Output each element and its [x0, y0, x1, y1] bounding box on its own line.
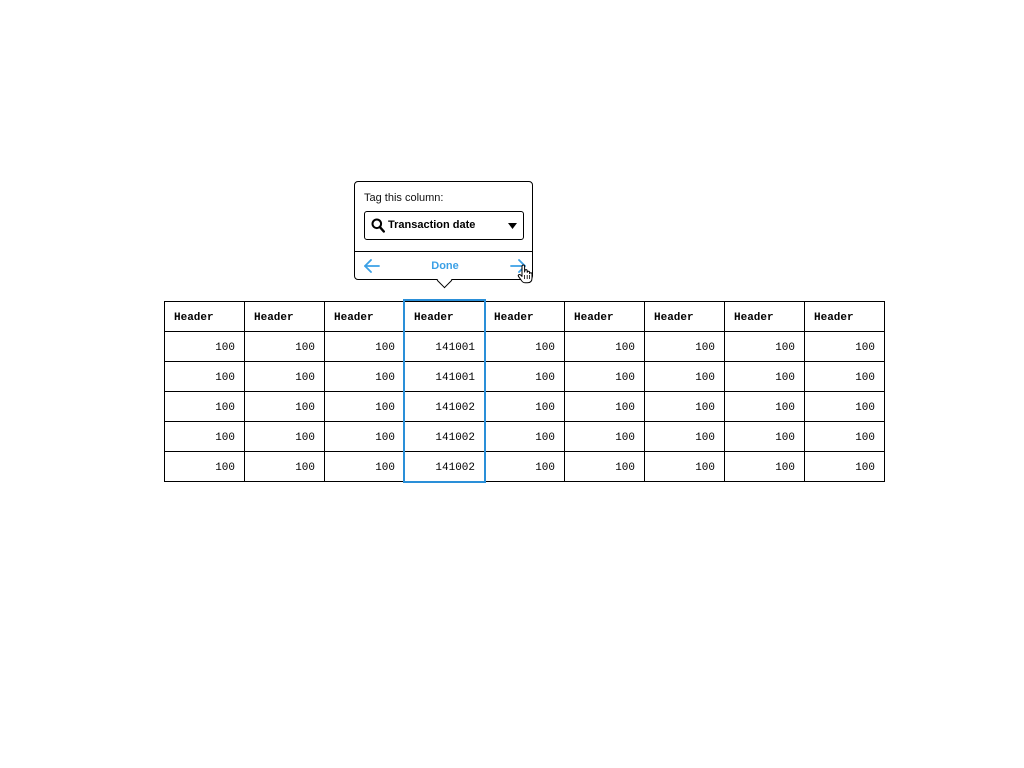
table-cell[interactable]: 100: [564, 361, 645, 392]
table-cell[interactable]: 100: [164, 421, 245, 452]
table-cell-selected[interactable]: 141002: [404, 451, 485, 482]
table-cell-selected[interactable]: 141001: [404, 331, 485, 362]
table-cell[interactable]: 100: [164, 391, 245, 422]
arrow-left-icon[interactable]: [363, 259, 381, 273]
column-header-selected[interactable]: Header: [404, 301, 485, 332]
table-cell[interactable]: 100: [644, 451, 725, 482]
column-header[interactable]: Header: [484, 301, 565, 332]
caret-down-icon: [508, 223, 517, 229]
table-row: 100 100 100 141002 100 100 100 100 100: [164, 421, 885, 452]
table-header-row: Header Header Header Header Header Heade…: [164, 301, 885, 332]
table-cell[interactable]: 100: [644, 361, 725, 392]
done-button[interactable]: Done: [431, 260, 459, 272]
table-cell-selected[interactable]: 141002: [404, 421, 485, 452]
table-cell[interactable]: 100: [804, 391, 885, 422]
table-cell-selected[interactable]: 141002: [404, 391, 485, 422]
select-value: Transaction date: [388, 219, 476, 231]
table-cell[interactable]: 100: [804, 361, 885, 392]
table-cell[interactable]: 100: [244, 421, 325, 452]
table-cell[interactable]: 100: [724, 331, 805, 362]
table-cell[interactable]: 100: [324, 361, 405, 392]
tag-column-popover: Tag this column: Transaction date Done: [354, 181, 533, 289]
table-cell[interactable]: 100: [244, 451, 325, 482]
table-cell[interactable]: 100: [244, 361, 325, 392]
column-tag-select[interactable]: Transaction date: [364, 211, 524, 240]
table-cell[interactable]: 100: [484, 331, 565, 362]
column-header[interactable]: Header: [164, 301, 245, 332]
table-cell[interactable]: 100: [244, 331, 325, 362]
column-header[interactable]: Header: [724, 301, 805, 332]
table-row: 100 100 100 141002 100 100 100 100 100: [164, 391, 885, 422]
table-cell[interactable]: 100: [164, 331, 245, 362]
table-cell[interactable]: 100: [324, 421, 405, 452]
table-cell[interactable]: 100: [324, 391, 405, 422]
table-cell[interactable]: 100: [164, 361, 245, 392]
popover-pointer: [436, 272, 453, 289]
table-cell[interactable]: 100: [324, 331, 405, 362]
table-cell[interactable]: 100: [644, 331, 725, 362]
table-cell[interactable]: 100: [484, 391, 565, 422]
column-header[interactable]: Header: [564, 301, 645, 332]
column-header[interactable]: Header: [244, 301, 325, 332]
table-cell[interactable]: 100: [804, 451, 885, 482]
table-cell[interactable]: 100: [564, 391, 645, 422]
table-cell[interactable]: 100: [484, 421, 565, 452]
table-row: 100 100 100 141001 100 100 100 100 100: [164, 331, 885, 362]
column-header[interactable]: Header: [324, 301, 405, 332]
table-cell[interactable]: 100: [484, 361, 565, 392]
table-cell[interactable]: 100: [644, 391, 725, 422]
table-cell[interactable]: 100: [644, 421, 725, 452]
table-cell[interactable]: 100: [244, 391, 325, 422]
table-cell[interactable]: 100: [804, 421, 885, 452]
search-icon: [371, 218, 385, 233]
table-cell[interactable]: 100: [564, 331, 645, 362]
table-cell-selected[interactable]: 141001: [404, 361, 485, 392]
table-cell[interactable]: 100: [164, 451, 245, 482]
popover-label: Tag this column:: [364, 192, 444, 204]
table-cell[interactable]: 100: [724, 361, 805, 392]
table-row: 100 100 100 141001 100 100 100 100 100: [164, 361, 885, 392]
table-cell[interactable]: 100: [724, 391, 805, 422]
table-cell[interactable]: 100: [564, 451, 645, 482]
table-cell[interactable]: 100: [724, 451, 805, 482]
table-cell[interactable]: 100: [804, 331, 885, 362]
table-row: 100 100 100 141002 100 100 100 100 100: [164, 451, 885, 482]
column-header[interactable]: Header: [804, 301, 885, 332]
column-header[interactable]: Header: [644, 301, 725, 332]
table-cell[interactable]: 100: [324, 451, 405, 482]
hand-cursor-icon: [517, 264, 533, 284]
data-table: Header Header Header Header Header Heade…: [164, 301, 885, 482]
table-cell[interactable]: 100: [724, 421, 805, 452]
popover-divider: [355, 251, 532, 252]
table-cell[interactable]: 100: [484, 451, 565, 482]
table-cell[interactable]: 100: [564, 421, 645, 452]
